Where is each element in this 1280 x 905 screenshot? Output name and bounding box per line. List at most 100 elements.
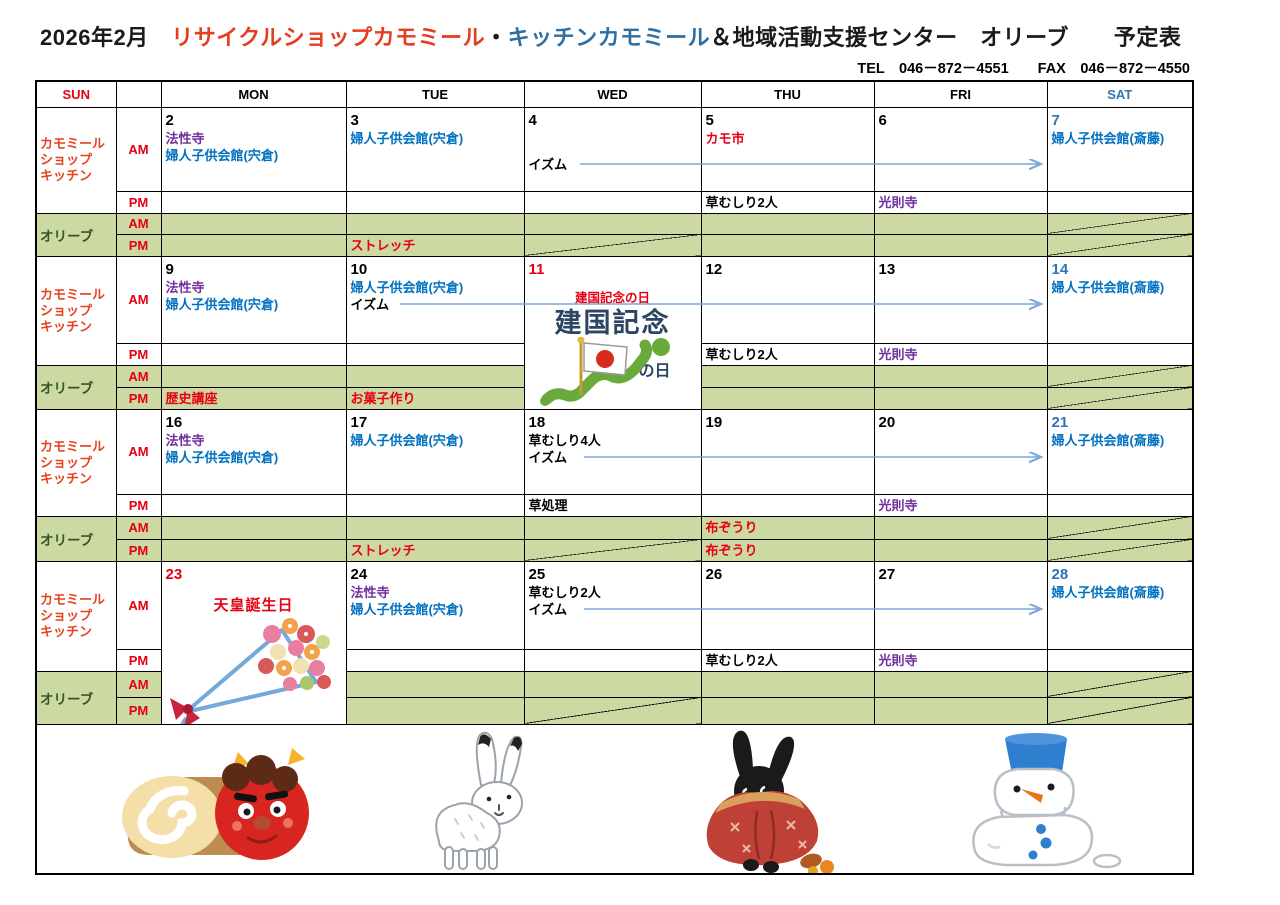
date-number: 25 bbox=[528, 565, 546, 583]
olive-am-cell-feb-10 bbox=[345, 364, 525, 388]
ampm-label: AM bbox=[115, 515, 162, 540]
date-number: 27 bbox=[878, 565, 896, 583]
ampm-label: PM bbox=[115, 538, 162, 562]
row-label-line: カモミール bbox=[40, 592, 106, 607]
tennou-tanjoubi-holiday-art: 天皇誕生日 bbox=[162, 562, 345, 723]
row-label-olive: オリーブ bbox=[35, 212, 117, 257]
day-pm-cell-feb-16 bbox=[160, 493, 347, 517]
event-text: 婦人子供会館(斎藤) bbox=[1051, 584, 1165, 600]
olive-pm-cell-feb-3: ストレッチ bbox=[345, 233, 525, 257]
event-text: イズム bbox=[528, 601, 568, 617]
kenkoku-logo-subtext: の日 bbox=[638, 362, 671, 380]
ampm-label: AM bbox=[115, 670, 162, 698]
olive-pm-cell-feb-12 bbox=[700, 386, 875, 410]
olive-pm-cell-feb-27 bbox=[873, 696, 1048, 725]
date-number: 20 bbox=[878, 413, 896, 431]
olive-pm-cell-feb-10: お菓子作り bbox=[345, 386, 525, 410]
date-number: 4 bbox=[528, 111, 537, 129]
day-cell-feb-28: 28 婦人子供会館(斎藤) bbox=[1046, 560, 1194, 650]
olive-am-cell-feb-14 bbox=[1046, 364, 1194, 388]
day-cell-feb-2: 2 法性寺 婦人子供会館(宍倉) bbox=[160, 106, 347, 192]
event-text: 婦人子供会館(宍倉) bbox=[350, 432, 464, 448]
tel-fax-line: TEL 046－872－4551 FAX 046－872－4550 bbox=[857, 61, 1190, 77]
row-label-line: キッチン bbox=[40, 168, 93, 183]
row-label-olive: オリーブ bbox=[35, 670, 117, 725]
date-number: 12 bbox=[705, 260, 723, 278]
ampm-label: PM bbox=[115, 493, 162, 517]
olive-pm-cell-feb-26 bbox=[700, 696, 875, 725]
day-pm-cell-feb-24 bbox=[345, 648, 525, 672]
white-hare-illustration bbox=[435, 731, 523, 870]
day-cell-feb-4: 4 イズム bbox=[523, 106, 702, 192]
ampm-label: PM bbox=[115, 648, 162, 672]
olive-am-cell-feb-21 bbox=[1046, 515, 1194, 540]
event-text: 婦人子供会館(宍倉) bbox=[350, 130, 464, 146]
event-text: 草むしり2人 bbox=[705, 194, 778, 210]
day-pm-cell-feb-20: 光則寺 bbox=[873, 493, 1048, 517]
row-label-line: ショップ bbox=[40, 152, 93, 167]
olive-am-cell-feb-18 bbox=[523, 515, 702, 540]
day-cell-feb-20: 20 bbox=[873, 408, 1048, 495]
olive-pm-cell-feb-19: 布ぞうり bbox=[700, 538, 875, 562]
olive-pm-cell-feb-9: 歴史講座 bbox=[160, 386, 347, 410]
day-cell-feb-19: 19 bbox=[700, 408, 875, 495]
day-header-FRI: FRI bbox=[873, 80, 1048, 108]
day-pm-cell-feb-3 bbox=[345, 190, 525, 214]
date-number: 10 bbox=[350, 260, 368, 278]
olive-pm-cell-feb-21 bbox=[1046, 538, 1194, 562]
event-text: ストレッチ bbox=[350, 542, 416, 558]
row-label-line: ショップ bbox=[40, 302, 93, 318]
olive-pm-cell-feb-28 bbox=[1046, 696, 1194, 725]
ampm-label: PM bbox=[115, 386, 162, 410]
olive-am-cell-feb-26 bbox=[700, 670, 875, 698]
day-cell-feb-21: 21 婦人子供会館(斎藤) bbox=[1046, 408, 1194, 495]
japan-flag-map-illustration bbox=[539, 336, 670, 406]
black-rabbit-furoshiki-illustration bbox=[706, 730, 834, 873]
holiday-cell-feb-11: 11 建国記念の日 建国記念 の日 bbox=[523, 255, 702, 410]
day-header-SAT: SAT bbox=[1046, 80, 1194, 108]
olive-pm-cell-feb-7 bbox=[1046, 233, 1194, 257]
title-rest: ＆地域活動支援センター オリーブ 予定表 bbox=[710, 25, 1182, 50]
date-number: 6 bbox=[878, 111, 887, 129]
event-text: イズム bbox=[528, 156, 568, 172]
day-cell-feb-27: 27 bbox=[873, 560, 1048, 650]
event-text: 草むしり2人 bbox=[705, 346, 778, 362]
day-header-SUN: SUN bbox=[35, 80, 117, 108]
event-text: 光則寺 bbox=[878, 497, 918, 513]
row-label-line: ショップ bbox=[40, 454, 93, 470]
day-pm-cell-feb-6: 光則寺 bbox=[873, 190, 1048, 214]
day-cell-feb-3: 3 婦人子供会館(宍倉) bbox=[345, 106, 525, 192]
day-header-WED: WED bbox=[523, 80, 702, 108]
event-text: 法性寺 bbox=[165, 279, 205, 295]
day-header-TUE: TUE bbox=[345, 80, 525, 108]
date-number: 13 bbox=[878, 260, 896, 278]
event-text: 光則寺 bbox=[878, 346, 918, 362]
day-pm-cell-feb-2 bbox=[160, 190, 347, 214]
olive-am-cell-feb-4 bbox=[523, 212, 702, 235]
event-text: 婦人子供会館(斎藤) bbox=[1051, 279, 1165, 295]
day-cell-feb-25: 25 草むしり2人 イズム bbox=[523, 560, 702, 650]
event-text: 婦人子供会館(宍倉) bbox=[350, 279, 464, 295]
day-cell-feb-10: 10 婦人子供会館(宍倉) イズム bbox=[345, 255, 525, 344]
row-label-line: キッチン bbox=[40, 470, 93, 486]
day-header-MON: MON bbox=[160, 80, 347, 108]
date-number: 24 bbox=[350, 565, 368, 583]
day-pm-cell-feb-19 bbox=[700, 493, 875, 517]
ampm-label: AM bbox=[115, 408, 162, 495]
day-pm-cell-feb-18: 草処理 bbox=[523, 493, 702, 517]
day-pm-cell-feb-14 bbox=[1046, 342, 1194, 366]
date-number: 2 bbox=[165, 111, 174, 129]
olive-am-cell-feb-9 bbox=[160, 364, 347, 388]
event-text: 布ぞうり bbox=[705, 519, 758, 535]
olive-am-cell-feb-19: 布ぞうり bbox=[700, 515, 875, 540]
olive-pm-cell-feb-2 bbox=[160, 233, 347, 257]
row-label-chamomile-shop-kitchen: カモミール ショップ キッチン bbox=[35, 106, 117, 214]
event-text: 婦人子供会館(宍倉) bbox=[350, 601, 464, 617]
ampm-label: PM bbox=[115, 190, 162, 214]
day-pm-cell-feb-9 bbox=[160, 342, 347, 366]
event-text: 法性寺 bbox=[165, 432, 205, 448]
olive-am-cell-feb-7 bbox=[1046, 212, 1194, 235]
event-text: 法性寺 bbox=[350, 584, 390, 600]
day-pm-cell-feb-7 bbox=[1046, 190, 1194, 214]
